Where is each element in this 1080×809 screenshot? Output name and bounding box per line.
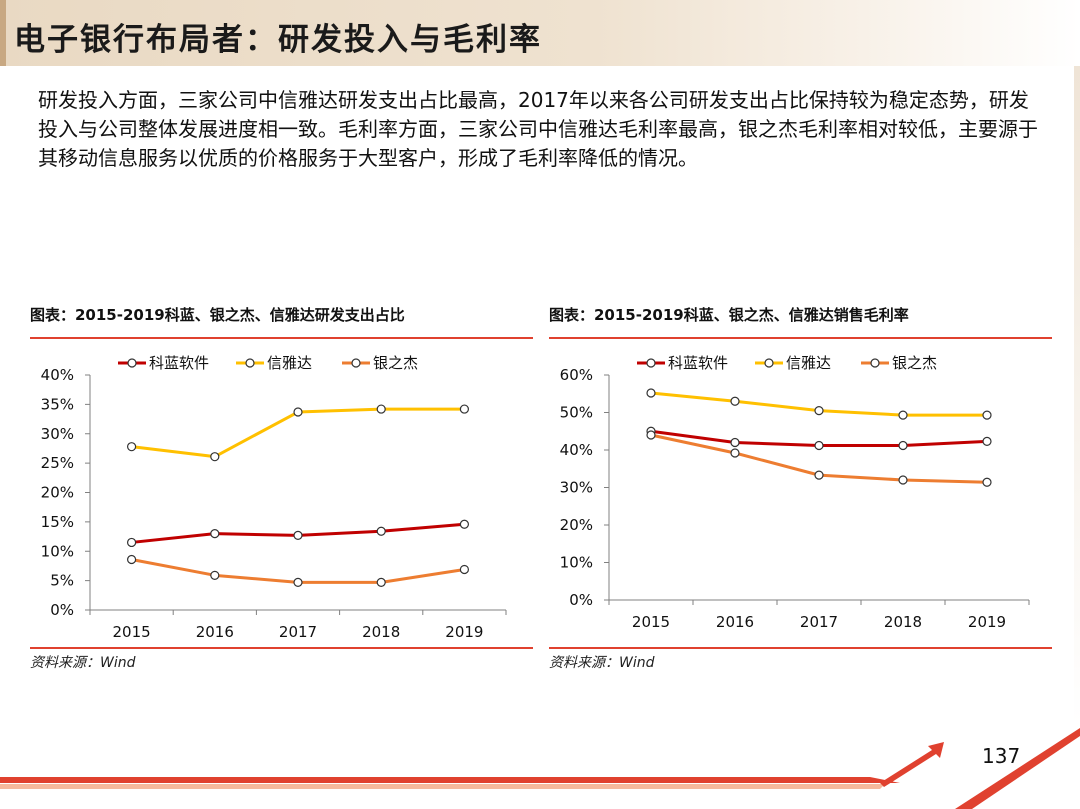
- legend-label: 信雅达: [786, 354, 831, 372]
- data-point: [210, 452, 220, 462]
- y-tick-label: 30%: [41, 425, 74, 443]
- data-point: [293, 577, 303, 587]
- legend-label: 信雅达: [267, 354, 312, 372]
- y-tick-label: 0%: [50, 601, 74, 619]
- data-point: [459, 404, 469, 414]
- figure-2-source: 资料来源：Wind: [549, 655, 655, 671]
- chart-gross-margin: 0% 10% 20% 30% 40% 50% 60% 2015 2016 2017 2018 2019…: [560, 354, 1030, 631]
- x-tick-label: 2019: [968, 613, 1006, 631]
- data-point: [126, 537, 137, 548]
- data-point: [982, 436, 992, 446]
- x-tick-label: 2017: [800, 613, 838, 631]
- x-tick-label: 2016: [716, 613, 754, 631]
- figure-1-bottom-rule: [30, 647, 533, 649]
- y-tick-label: 40%: [560, 441, 593, 459]
- data-point: [730, 448, 740, 458]
- figure-1-source: 资料来源：Wind: [30, 655, 136, 671]
- y-tick-label: 60%: [560, 366, 593, 384]
- figure-2-bottom-rule: [549, 647, 1052, 649]
- y-tick-label: 10%: [560, 554, 593, 572]
- data-point: [814, 440, 824, 451]
- footer-decoration: [0, 728, 1080, 809]
- legend-swatch-marker: [870, 358, 880, 368]
- data-point: [376, 526, 386, 536]
- x-tick-label: 2015: [632, 613, 670, 631]
- header-band: [0, 0, 1080, 66]
- x-tick-label: 2018: [362, 623, 400, 641]
- y-tick-label: 15%: [41, 513, 74, 531]
- legend-swatch-marker: [127, 358, 137, 368]
- y-tick-label: 5%: [50, 572, 74, 590]
- legend-label: 科蓝软件: [668, 354, 728, 372]
- legend-label: 科蓝软件: [149, 354, 209, 372]
- y-tick-label: 20%: [41, 484, 74, 502]
- body-paragraph: 研发投入方面，三家公司中信雅达研发支出占比最高，2017年以来各公司研发支出占比…: [38, 88, 1038, 170]
- chart-rd-ratio: 0% 5% 10% 15% 20% 25% 30% 35% 40% 2015 2016 2017 201…: [41, 354, 507, 641]
- y-tick-label: 40%: [41, 366, 74, 384]
- data-point: [293, 530, 303, 540]
- data-point: [126, 442, 137, 452]
- x-tick-label: 2018: [884, 613, 922, 631]
- legend-swatch-marker: [764, 358, 774, 368]
- data-point: [646, 430, 656, 440]
- figure-2-title: 图表：2015-2019科蓝、银之杰、信雅达销售毛利率: [549, 306, 909, 324]
- x-tick-label: 2015: [113, 623, 151, 641]
- data-point: [898, 440, 908, 451]
- data-point: [814, 406, 824, 416]
- data-point: [814, 470, 824, 480]
- data-point: [210, 529, 220, 539]
- legend-swatch-marker: [351, 358, 361, 368]
- figure-2-top-rule: [549, 337, 1052, 339]
- y-tick-label: 10%: [41, 542, 74, 560]
- y-tick-label: 30%: [560, 479, 593, 497]
- x-tick-label: 2017: [279, 623, 317, 641]
- y-tick-label: 35%: [41, 395, 74, 413]
- data-point: [376, 577, 386, 587]
- data-point: [730, 396, 740, 406]
- legend-swatch-marker: [646, 358, 656, 368]
- slide-title: 电子银行布局者：研发投入与毛利率: [14, 22, 542, 58]
- y-tick-label: 20%: [560, 516, 593, 534]
- data-point: [459, 564, 469, 575]
- legend-label: 银之杰: [892, 354, 937, 372]
- data-point: [210, 570, 220, 580]
- page-number: 137: [982, 744, 1021, 768]
- x-tick-label: 2019: [445, 623, 483, 641]
- data-point: [982, 410, 992, 420]
- y-tick-label: 0%: [569, 591, 593, 609]
- data-point: [898, 410, 908, 420]
- data-point: [126, 554, 137, 565]
- data-point: [459, 519, 469, 529]
- right-edge-decoration: [1074, 66, 1080, 726]
- data-point: [898, 475, 908, 485]
- data-point: [982, 477, 992, 487]
- y-tick-label: 25%: [41, 454, 74, 472]
- x-tick-label: 2016: [196, 623, 234, 641]
- figure-1-title: 图表：2015-2019科蓝、银之杰、信雅达研发支出占比: [30, 306, 405, 324]
- data-point: [376, 404, 386, 414]
- legend-label: 银之杰: [373, 354, 418, 372]
- header-accent: [0, 0, 6, 66]
- y-tick-label: 50%: [560, 404, 593, 422]
- data-point: [646, 388, 656, 398]
- data-point: [293, 407, 303, 417]
- figure-1-top-rule: [30, 337, 533, 339]
- legend-swatch-marker: [245, 358, 255, 368]
- data-point: [730, 437, 740, 448]
